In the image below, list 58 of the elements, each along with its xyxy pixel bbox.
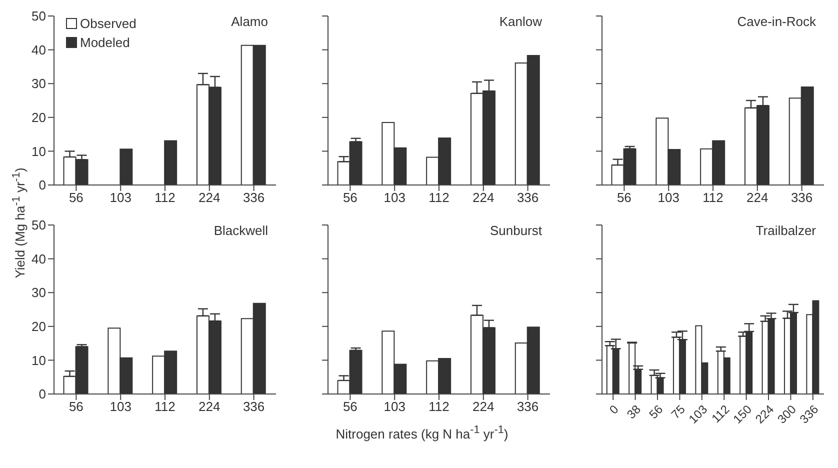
x-tick-label: 38 xyxy=(624,402,644,422)
x-tick-label: 112 xyxy=(428,399,450,414)
x-tick-label: 224 xyxy=(198,190,220,206)
x-tick-label: 300 xyxy=(774,402,800,426)
x-tick-label: 56 xyxy=(616,190,632,206)
bar xyxy=(164,140,178,185)
chart-title: Cave-in-Rock xyxy=(737,14,816,29)
x-tick-label: 336 xyxy=(516,399,539,414)
y-tick-label: 30 xyxy=(32,285,46,300)
x-tick-label: 56 xyxy=(68,399,84,414)
legend-label: Observed xyxy=(80,16,136,31)
x-tick-label: 224 xyxy=(472,190,494,206)
x-tick-label: 75 xyxy=(668,402,688,422)
chart-title: Blackwell xyxy=(214,223,268,238)
y-tick-label: 10 xyxy=(32,144,46,159)
y-tick-label: 30 xyxy=(32,76,46,92)
x-tick-label: 224 xyxy=(472,399,494,414)
y-tick-label: 20 xyxy=(32,110,46,126)
x-tick-label: 103 xyxy=(384,190,406,206)
y-tick-label: 40 xyxy=(32,42,46,58)
x-tick-label: 0 xyxy=(606,402,622,417)
y-tick-label: 10 xyxy=(32,352,46,368)
y-tick-label: 40 xyxy=(32,251,46,266)
x-tick-label: 56 xyxy=(342,190,358,206)
x-tick-label: 103 xyxy=(384,399,406,414)
x-tick-label: 56 xyxy=(68,190,84,206)
x-tick-label: 112 xyxy=(702,190,724,206)
x-tick-label: 112 xyxy=(428,190,450,206)
y-tick-label: 50 xyxy=(32,8,46,24)
x-tick-label: 103 xyxy=(658,190,680,206)
x-tick-label: 336 xyxy=(790,190,813,206)
chart-title: Alamo xyxy=(231,14,268,29)
x-tick-label: 112 xyxy=(154,399,176,414)
x-tick-label: 56 xyxy=(342,399,358,414)
x-tick-label: 336 xyxy=(242,399,265,414)
x-tick-label: 224 xyxy=(752,402,777,426)
x-tick-label: 103 xyxy=(110,399,132,414)
x-tick-label: 336 xyxy=(516,190,539,206)
x-axis-title: Nitrogen rates (kg N ha$^{-1}$ yr$^{-1}$) xyxy=(336,424,508,442)
x-tick-label: 56 xyxy=(646,402,666,422)
x-tick-label: 112 xyxy=(154,190,176,206)
x-tick-label: 112 xyxy=(708,402,732,426)
x-tick-label: 224 xyxy=(198,399,220,414)
x-tick-label: 336 xyxy=(796,402,822,426)
legend-label: Modeled xyxy=(80,35,130,50)
y-tick-label: 50 xyxy=(32,218,46,233)
x-tick-label: 150 xyxy=(730,402,755,426)
chart-title: Kanlow xyxy=(499,14,542,29)
x-tick-label: 103 xyxy=(686,402,710,426)
bar xyxy=(120,148,133,185)
y-tick-label: 0 xyxy=(38,178,46,193)
chart-title: Trailbalzer xyxy=(756,223,816,238)
x-tick-label: 336 xyxy=(242,190,265,206)
y-tick-label: 20 xyxy=(32,319,46,334)
x-tick-label: 103 xyxy=(110,190,132,206)
x-tick-label: 224 xyxy=(746,190,768,206)
y-tick-label: 0 xyxy=(38,386,46,402)
chart-title: Sunburst xyxy=(490,223,542,238)
